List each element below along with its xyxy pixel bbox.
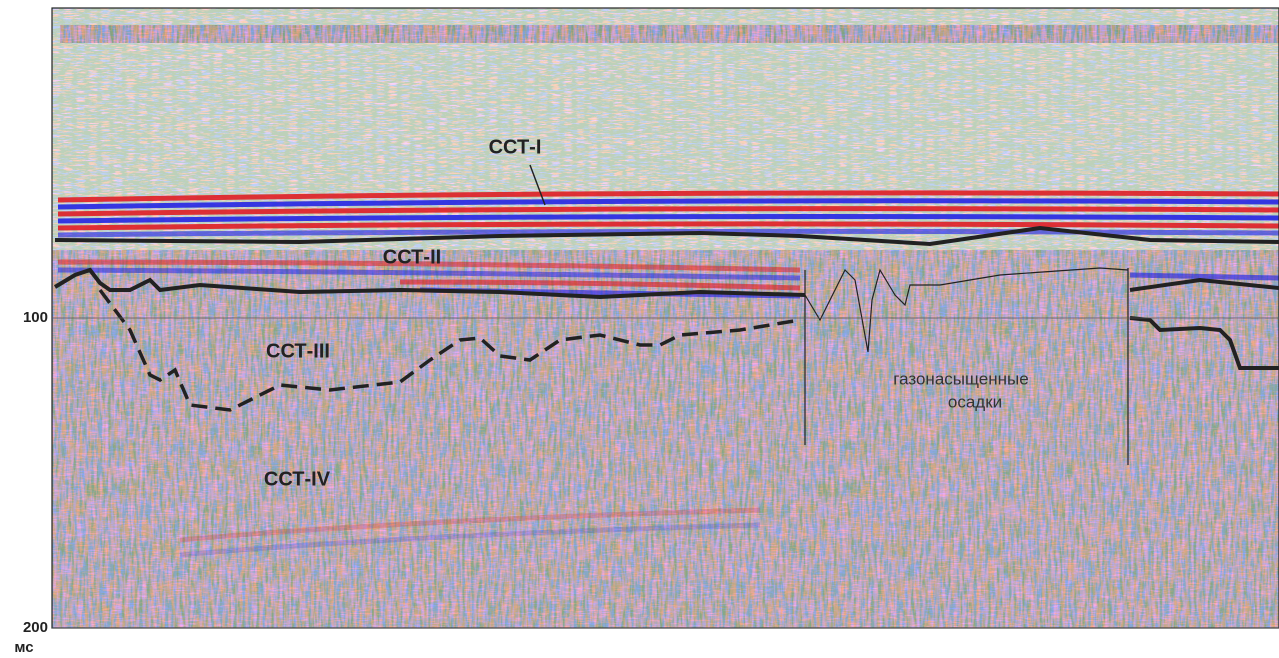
annotation: газонасыщенные	[893, 369, 1028, 388]
annotation: ССТ-IV	[264, 468, 331, 490]
annotation: ССТ-III	[266, 340, 330, 362]
annotation: ССТ-II	[383, 246, 441, 268]
annotation: ССТ-I	[489, 136, 542, 158]
y-tick-label: 100	[23, 309, 48, 326]
annotation: осадки	[948, 392, 1002, 411]
chart: 100 200 мс ССТ-I ССТ-II ССТ-III ССТ-IV газонасы…	[0, 0, 1279, 658]
y-tick-label: 200	[23, 619, 48, 636]
y-axis-label: мс	[14, 639, 33, 656]
